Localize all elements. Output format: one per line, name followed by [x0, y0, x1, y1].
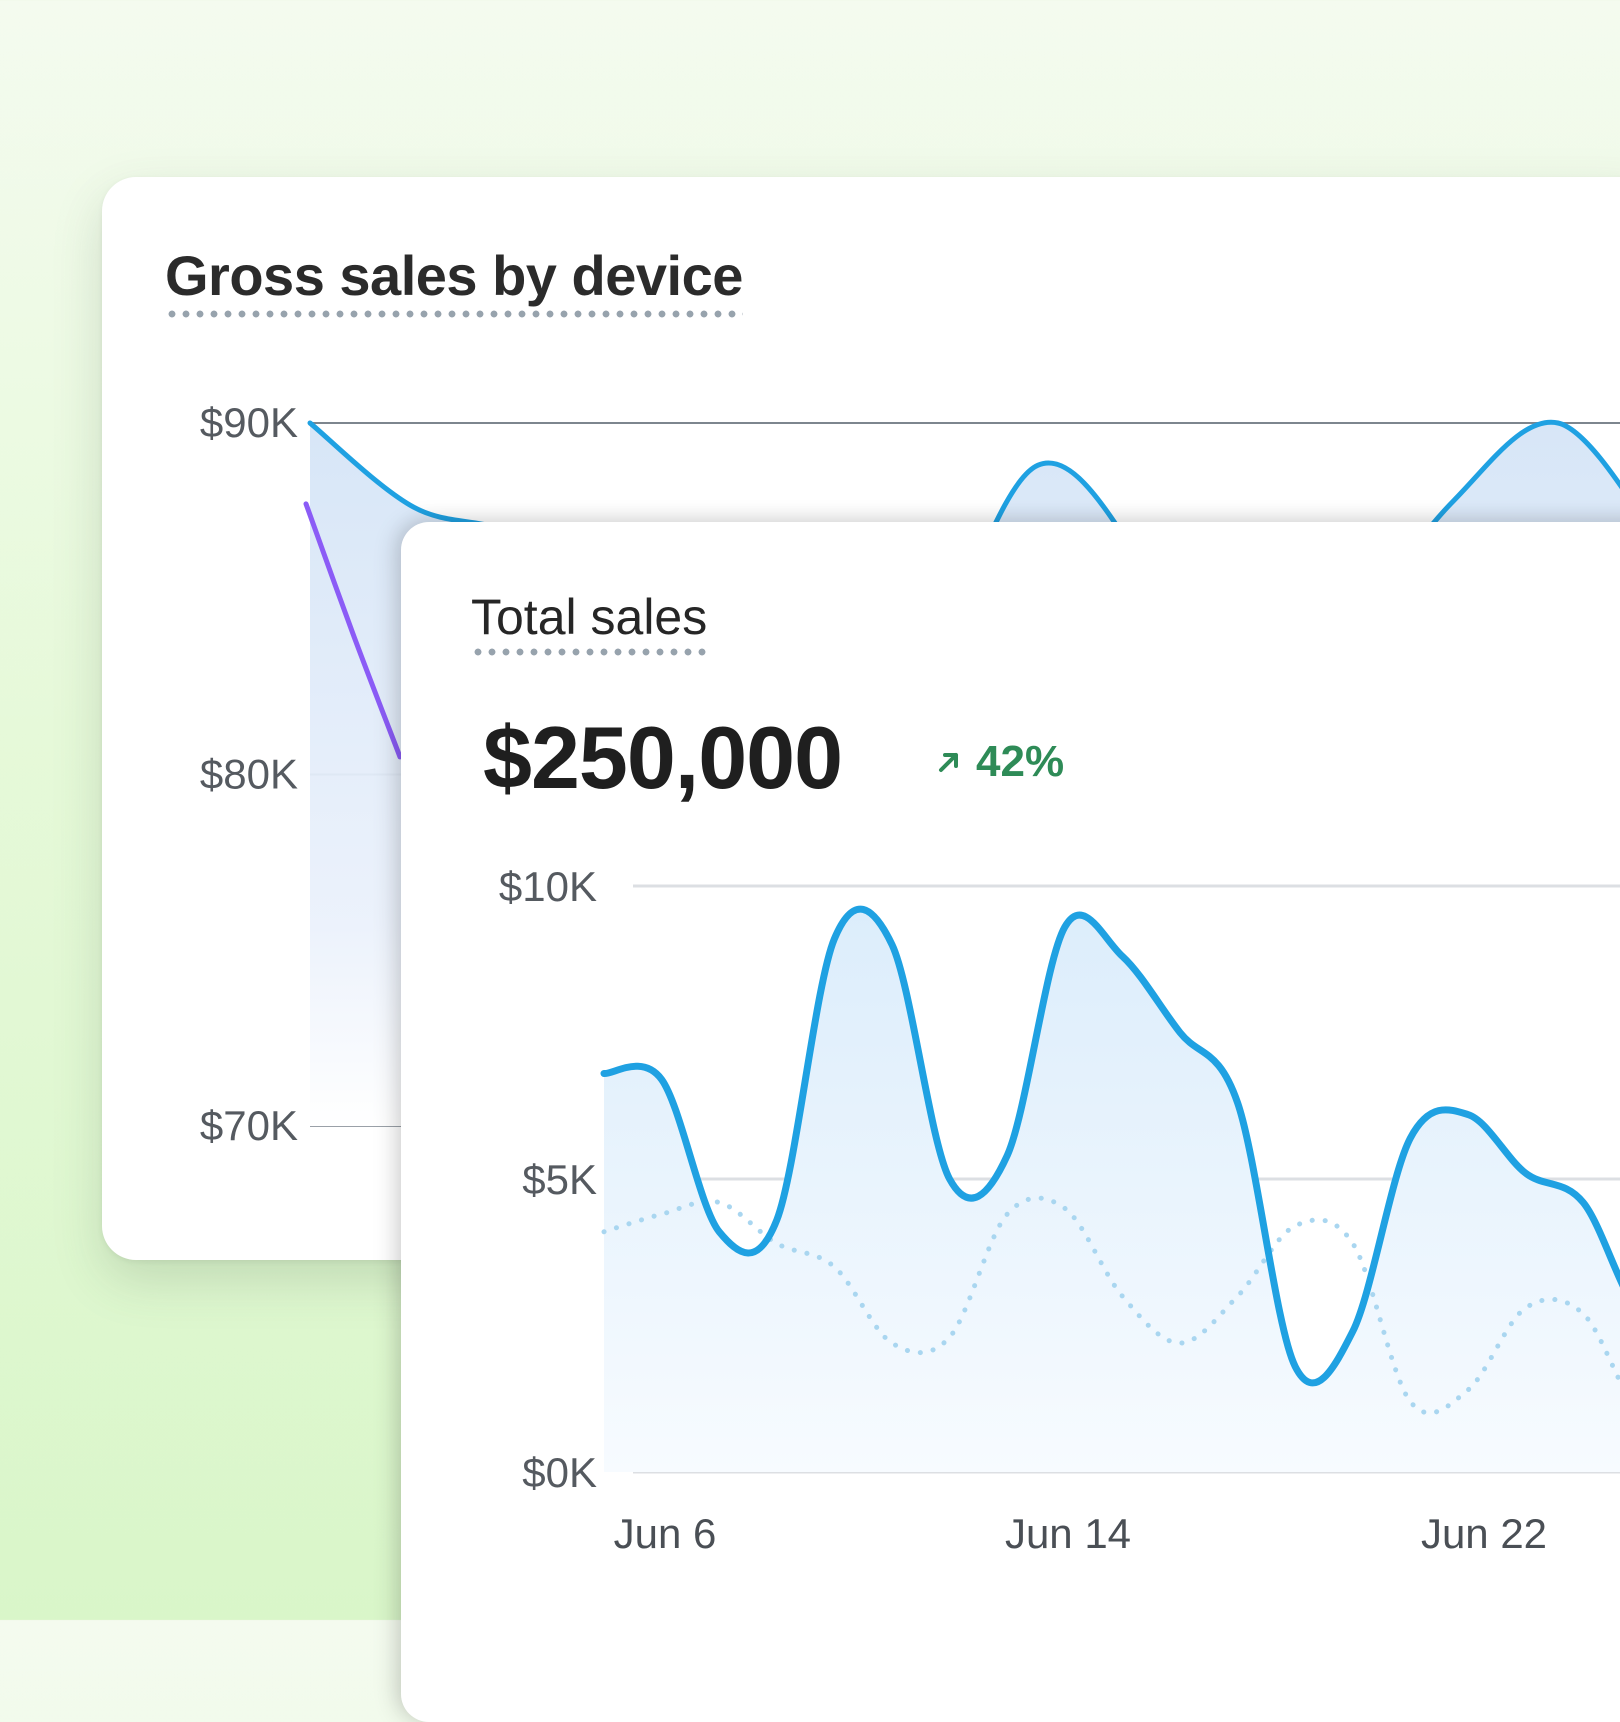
gross-sales-title[interactable]: Gross sales by device — [165, 243, 743, 318]
series-line-secondary — [303, 501, 403, 760]
y-tick-label: $10K — [499, 863, 597, 910]
arrow-up-right-icon — [939, 753, 958, 772]
total-sales-value: $250,000 — [483, 708, 843, 807]
total-sales-card: Total sales $250,000 42% $10K $5K $0K Jun 6… — [401, 522, 1620, 1722]
x-tick-label: Jun 6 — [614, 1510, 717, 1557]
series-area — [604, 909, 1620, 1472]
y-tick-label: $5K — [522, 1156, 597, 1203]
series-line-primary — [600, 905, 1620, 1387]
change-percent: 42% — [976, 737, 1065, 786]
series-line-comparison — [601, 1195, 1620, 1416]
total-sales-title[interactable]: Total sales — [471, 588, 708, 656]
x-tick-label: Jun 14 — [1005, 1510, 1131, 1557]
y-tick-label: $80K — [200, 751, 298, 798]
y-tick-label: $70K — [200, 1102, 298, 1149]
x-tick-label: Jun 22 — [1421, 1510, 1547, 1557]
total-sales-chart: $10K $5K $0K Jun 6 Jun 14 Jun 22 — [499, 863, 1620, 1557]
y-tick-label: $90K — [200, 399, 298, 446]
y-tick-label: $0K — [522, 1449, 597, 1496]
change-badge: 42% — [936, 737, 1064, 787]
